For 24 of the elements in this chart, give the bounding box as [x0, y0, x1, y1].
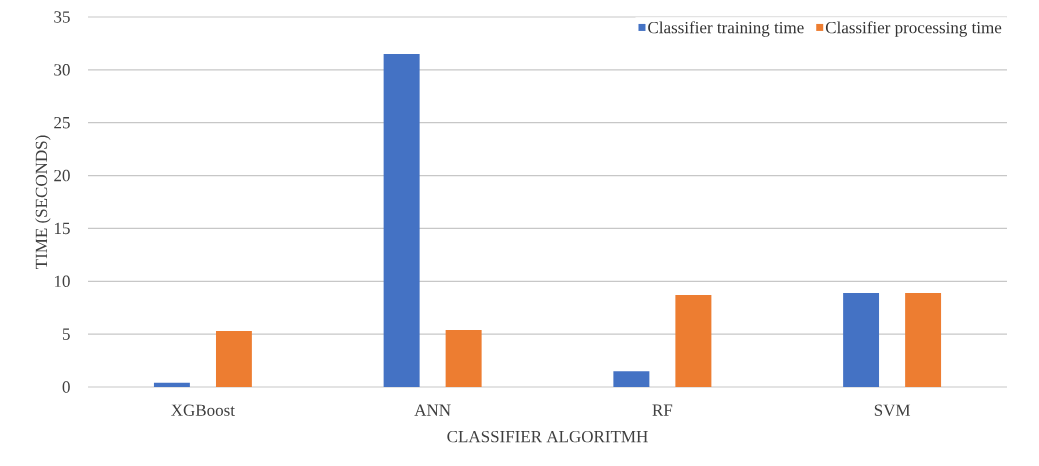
- bar: [843, 292, 880, 387]
- bar: [613, 371, 650, 387]
- x-tick-label: ANN: [414, 404, 451, 416]
- y-axis-title: TIME (SECONDS): [35, 135, 51, 269]
- legend-label: Classifier processing time: [825, 21, 1002, 37]
- y-tick-label: 5: [62, 328, 70, 340]
- y-tick-label: 10: [54, 275, 70, 288]
- bar: [905, 292, 942, 387]
- y-tick-label: 25: [54, 117, 70, 129]
- legend-label: Classifier training time: [648, 21, 804, 37]
- x-axis-title: CLASSIFIER ALGORITMH: [447, 430, 648, 443]
- y-tick-label: 20: [54, 169, 70, 182]
- bar: [215, 330, 252, 387]
- x-tick-label: SVM: [874, 404, 911, 417]
- bar: [383, 54, 420, 387]
- bar: [445, 329, 482, 387]
- y-tick-label: 35: [54, 11, 70, 23]
- bar: [153, 382, 190, 387]
- y-tick-label: 30: [54, 64, 70, 76]
- y-tick-label: 0: [62, 381, 70, 393]
- y-tick-label: 15: [54, 222, 70, 235]
- x-tick-label: RF: [652, 404, 673, 416]
- bar: [675, 295, 712, 387]
- x-tick-label: XGBoost: [171, 404, 235, 416]
